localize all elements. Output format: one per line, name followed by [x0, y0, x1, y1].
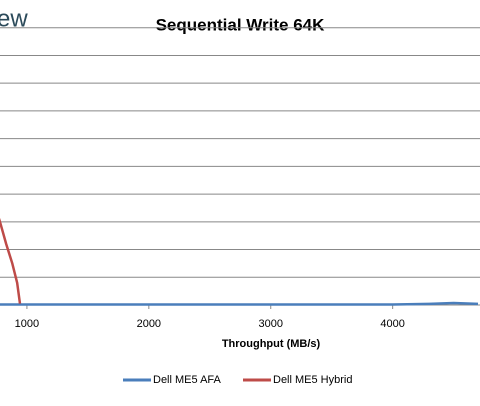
legend-label: Dell ME5 Hybrid [273, 374, 352, 386]
line-series [0, 301, 479, 306]
x-tick-label: 4000 [380, 318, 404, 330]
x-tick-label: 2000 [137, 318, 161, 330]
x-axis-label: Throughput (MB/s) [222, 338, 321, 350]
logo: ew [0, 5, 28, 32]
line-series [0, 217, 22, 304]
chart-title: Sequential Write 64K [156, 15, 326, 34]
x-tick-label: 1000 [15, 318, 39, 330]
x-tick-label: 3000 [259, 318, 283, 330]
legend-label: Dell ME5 AFA [153, 374, 222, 386]
